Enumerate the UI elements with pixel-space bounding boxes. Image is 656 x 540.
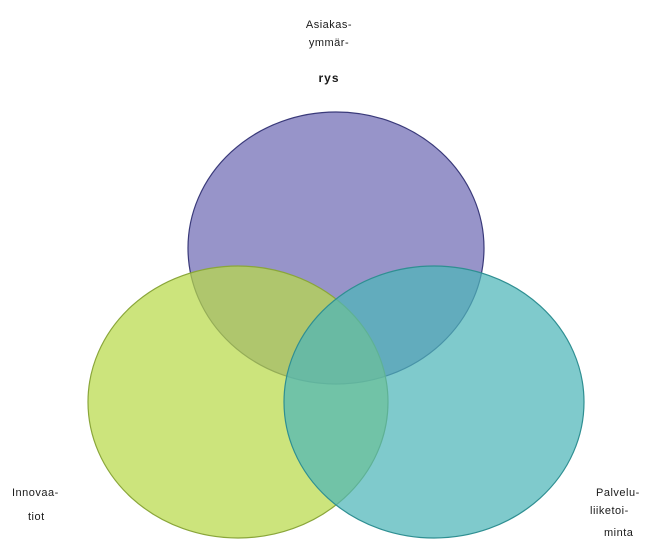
label-innovations-line-2: tiot	[28, 511, 45, 523]
label-innovations: Innovaa- tiot	[12, 487, 59, 523]
label-service-business: Palvelu- liiketoi- minta	[590, 487, 640, 539]
label-customer-insight: Asiakas- ymmär- rys	[306, 19, 352, 85]
label-service-business-line-2: liiketoi-	[590, 505, 629, 517]
label-service-business-line-1: Palvelu-	[596, 487, 640, 499]
label-customer-insight-line-2: ymmär-	[309, 37, 349, 49]
label-innovations-line-1: Innovaa-	[12, 487, 59, 499]
label-service-business-line-3: minta	[604, 527, 634, 539]
label-customer-insight-line-3: rys	[318, 71, 339, 85]
venn-circle-service-business	[283, 265, 585, 539]
label-customer-insight-line-1: Asiakas-	[306, 19, 352, 31]
